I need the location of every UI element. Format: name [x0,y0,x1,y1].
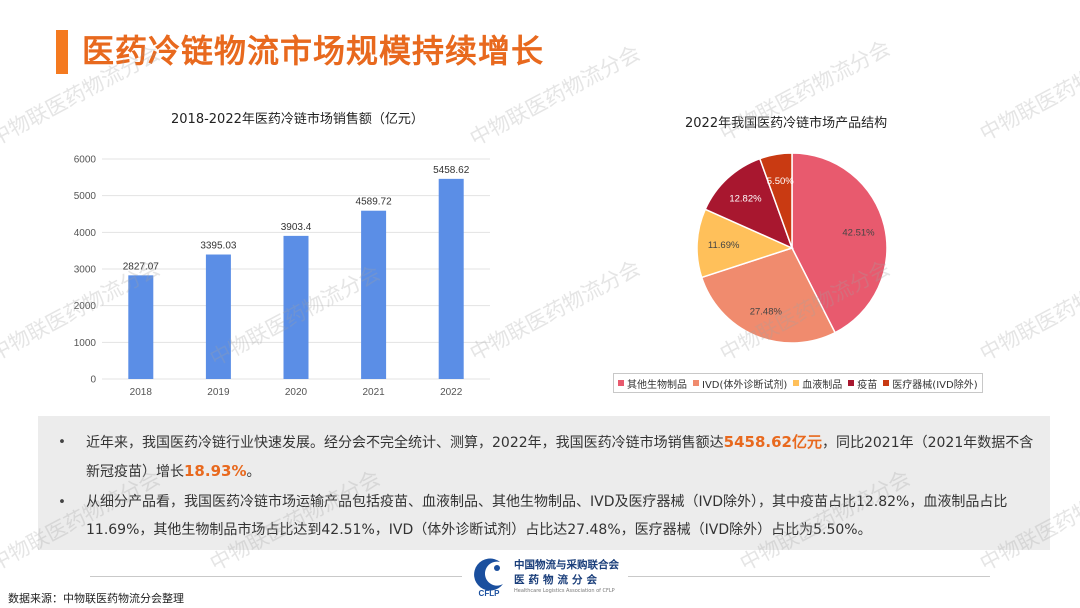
pie-value-label: 42.51% [842,228,875,239]
footer-divider-left [90,576,462,577]
summary-text: 近年来，我国医药冷链行业快速发展。经分会不完全统计、测算，2022年，我国医药冷… [86,435,724,451]
legend-label: 其他生物制品 [627,379,687,391]
summary-text: ，同比2021年（2021年数据不含新冠疫苗）增长 [86,435,1034,480]
pie-value-label: 27.48% [750,307,783,318]
y-tick-label: 3000 [74,265,97,276]
pie-slice [758,152,793,249]
legend-label: 疫苗 [857,379,878,391]
y-tick-label: 6000 [74,155,97,166]
bar [205,254,231,379]
bar [361,210,387,379]
bar-chart: 0 1000 2000 3000 4000 5000 6000 2827.07 2018 3395… [74,155,490,398]
x-tick-label: 2019 [207,387,230,398]
bar-value-label: 5458.62 [433,165,470,176]
cflp-logo: CFLP [474,558,503,598]
x-tick-label: 2020 [285,387,308,398]
legend-swatch [793,380,800,386]
title-accent-bar [56,30,68,74]
summary-text: 。 [246,464,261,480]
pie-chart: 42.51% 27.48% 11.69% 12.82% 5.50% [696,152,888,344]
legend-item: IVD(体外诊断试剂) [693,376,787,391]
pie-value-label: 12.82% [729,193,762,204]
data-source: 数据来源：中物联医药物流分会整理 [8,592,184,605]
legend-item: 其他生物制品 [618,376,687,391]
watermark: 中物联医药物流分会 [975,255,1080,366]
page-title: 医药冷链物流市场规模持续增长 [82,32,545,70]
x-tick-label: 2021 [362,387,385,398]
pie-slice [700,247,837,344]
highlight-growth: 18.93% [184,462,247,480]
legend-item: 血液制品 [793,376,842,391]
pie-value-label: 11.69% [708,240,740,251]
org-branch-cn: 医药物流分会 [514,574,601,586]
bullet-marker: • [58,434,66,450]
x-tick-label: 2018 [130,387,153,398]
legend-item: 疫苗 [848,376,877,391]
pie-slice [791,152,888,334]
footer-divider-right [628,576,990,577]
bar-chart-title: 2018-2022年医药冷链市场销售额（亿元） [171,112,424,127]
highlight-sales: 5458.62亿元 [723,433,822,451]
bar [438,178,464,379]
bar-value-label: 4589.72 [356,197,393,208]
bar [283,235,309,379]
bar-value-label: 3903.4 [281,222,312,233]
bar [128,275,154,379]
pie-slice [704,157,794,250]
logo-text: CFLP [479,589,501,598]
summary-box: • 近年来，我国医药冷链行业快速发展。经分会不完全统计、测算，2022年，我国医… [38,416,1050,550]
org-name-en: Healthcare Logistics Association of CFLP [514,588,615,594]
summary-paragraph-2: 从细分产品看，我国医药冷链市场运输产品包括疫苗、血液制品、其他生物制品、IVD及… [86,494,1008,538]
y-tick-label: 2000 [74,301,97,312]
pie-value-label: 5.50% [767,176,794,187]
bar-value-label: 3395.03 [200,241,237,252]
legend-item: 医疗器械(IVD除外) [883,376,978,391]
legend-swatch [883,380,890,386]
legend-label: 血液制品 [802,379,843,391]
y-tick-label: 0 [90,375,96,386]
y-tick-label: 5000 [74,191,97,202]
y-tick-label: 4000 [74,228,97,239]
bar-value-label: 2827.07 [123,261,160,272]
pie-slice [696,208,795,279]
x-tick-label: 2022 [440,387,463,398]
legend-swatch [618,380,624,386]
y-tick-label: 1000 [74,338,97,349]
legend-swatch [693,380,699,386]
watermark: 中物联医药物流分会 [975,35,1080,146]
summary-paragraph-1: 近年来，我国医药冷链行业快速发展。经分会不完全统计、测算，2022年，我国医药冷… [86,428,1036,486]
pie-legend: 其他生物制品 IVD(体外诊断试剂) 血液制品 疫苗 医疗器械(IVD除外) [613,373,983,393]
org-name-cn: 中国物流与采购联合会 [514,559,619,571]
legend-swatch [848,380,855,386]
pie-chart-title: 2022年我国医药冷链市场产品结构 [685,116,888,131]
bullet-marker: • [58,494,66,510]
legend-label: 医疗器械(IVD除外) [892,379,978,391]
legend-label: IVD(体外诊断试剂) [702,379,788,391]
